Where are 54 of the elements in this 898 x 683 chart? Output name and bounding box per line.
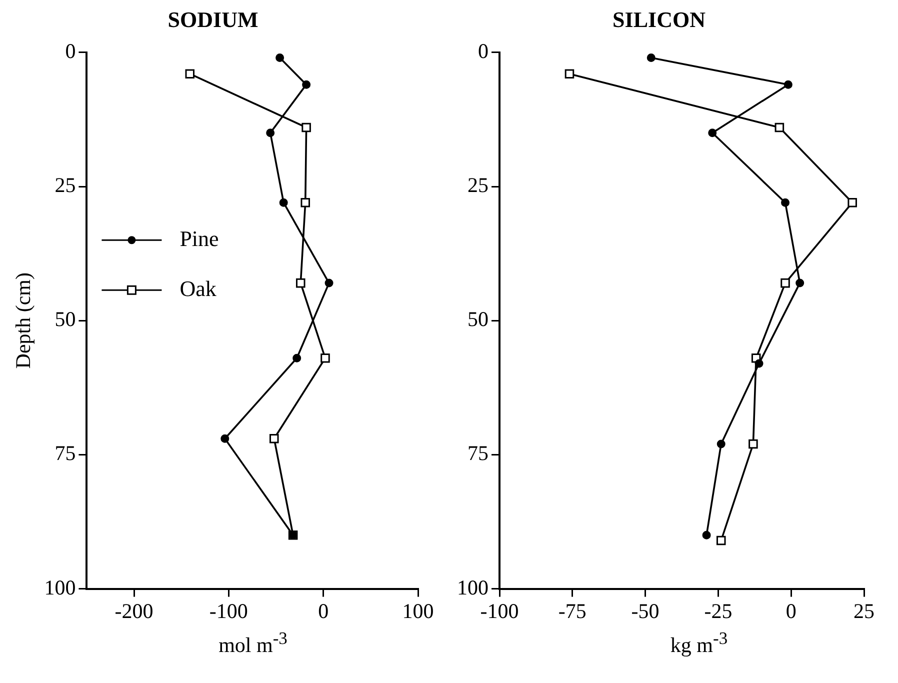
point xyxy=(279,198,288,207)
point xyxy=(716,440,726,448)
x-tick-label: 25 xyxy=(854,598,874,623)
point xyxy=(774,122,784,132)
x-tick-label: -25 xyxy=(704,598,732,623)
point xyxy=(320,354,330,363)
x-tick-label: -50 xyxy=(631,598,660,623)
y-tick-label: 50 xyxy=(468,307,488,332)
point xyxy=(292,354,302,362)
point xyxy=(702,530,711,540)
y-tick-label: 0 xyxy=(65,38,76,63)
point xyxy=(564,69,574,78)
x-tick-label: -100 xyxy=(480,598,519,623)
point xyxy=(716,536,726,546)
y-tick-label: 100 xyxy=(44,575,76,600)
y-tick-label: 25 xyxy=(54,173,76,198)
point xyxy=(185,69,195,78)
point xyxy=(296,278,306,288)
x-axis-title: mol m$^{-3}$ xyxy=(218,628,288,658)
x-tick-label: 0 xyxy=(318,598,329,623)
point xyxy=(266,128,275,138)
x-axis-title: kg m$^{-3}$ xyxy=(669,628,729,658)
point xyxy=(781,198,790,207)
point xyxy=(302,80,311,89)
point xyxy=(784,80,792,89)
legend-label: Oak xyxy=(180,276,216,301)
x-tick-label: -200 xyxy=(114,598,154,623)
point xyxy=(748,439,758,449)
point xyxy=(300,198,310,208)
x-tick-label: 0 xyxy=(786,598,796,623)
x-tick-label: 100 xyxy=(402,598,434,623)
y-tick-label: 100 xyxy=(457,575,488,600)
chart-title: SODIUM xyxy=(168,6,258,32)
point xyxy=(754,359,764,368)
x-tick-label: -75 xyxy=(558,598,586,623)
legend-label: Pine xyxy=(180,226,219,251)
y-tick-label: 50 xyxy=(54,307,76,332)
y-tick-label: 75 xyxy=(54,441,76,466)
y-tick-label: 0 xyxy=(478,38,488,63)
point xyxy=(780,278,790,288)
y-tick-label: 75 xyxy=(468,441,488,466)
point xyxy=(269,434,279,444)
point xyxy=(646,54,656,62)
point xyxy=(220,434,230,443)
point xyxy=(324,278,334,288)
point xyxy=(848,198,857,208)
point xyxy=(302,122,311,132)
point xyxy=(276,54,284,62)
point xyxy=(708,128,717,138)
y-tick-label: 25 xyxy=(468,173,488,198)
chart-title: SILICON xyxy=(612,6,706,32)
y-axis-title: Depth (cm) xyxy=(11,272,36,369)
point xyxy=(796,278,804,288)
x-tick-label: -100 xyxy=(209,598,248,623)
